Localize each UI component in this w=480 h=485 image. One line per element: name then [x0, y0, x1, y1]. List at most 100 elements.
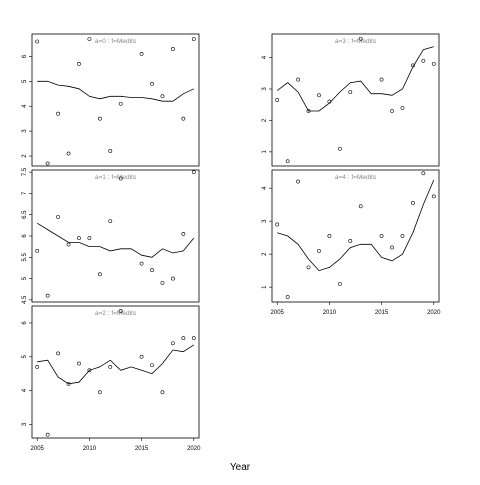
data-point: [421, 58, 426, 63]
data-point: [191, 336, 196, 341]
panel-1: 4.5 5 5.5 6 6.5 7 7.5 a=1 : f=Medits: [22, 167, 200, 304]
fit-line: [36, 222, 195, 258]
data-point: [411, 201, 415, 205]
panel-title: a=1 : f=Medits: [95, 174, 137, 181]
data-point: [171, 341, 175, 346]
y-tick-label: 4: [262, 186, 268, 190]
data-point: [97, 390, 102, 395]
data-point: [77, 236, 81, 241]
data-point: [56, 351, 60, 356]
data-point: [191, 170, 196, 175]
y-tick-label: 2: [22, 154, 28, 158]
data-point: [108, 365, 113, 369]
panel-title: a=4 : f=Medits: [335, 174, 377, 181]
data-point: [139, 52, 144, 56]
y-tick-label: 6: [22, 54, 28, 58]
y-tick-label: 5.5: [22, 252, 28, 261]
data-point: [411, 63, 415, 68]
data-point: [139, 261, 144, 266]
x-tick-label: 2015: [135, 446, 149, 452]
y-tick-label: 6: [22, 321, 28, 325]
x-tick-label: 2010: [83, 446, 97, 452]
data-point: [390, 109, 394, 113]
data-point: [97, 116, 102, 121]
x-tick-label: 2005: [31, 446, 45, 452]
data-point: [337, 281, 342, 286]
data-point: [160, 280, 165, 285]
panel-frame: [31, 33, 200, 167]
panel-0: 2 3 4 5 6 a=0 : f=Medits: [22, 33, 200, 167]
data-point: [150, 363, 154, 368]
y-tick-label: 5: [22, 354, 28, 358]
data-point: [35, 249, 40, 253]
y-tick-label: 3: [22, 422, 28, 426]
fit-line: [276, 46, 434, 112]
data-point: [118, 309, 123, 313]
data-point: [431, 61, 436, 66]
panel-frame: [31, 305, 200, 439]
x-axis-label: Year: [230, 462, 251, 473]
data-point: [296, 77, 300, 82]
data-point: [66, 242, 71, 247]
y-tick-label: 7: [22, 191, 28, 195]
data-point: [35, 365, 40, 369]
data-point: [87, 236, 92, 241]
data-point: [56, 214, 60, 219]
panel-frame: [31, 169, 200, 303]
y-tick-label: 4: [22, 388, 28, 392]
y-tick-label: 1: [262, 285, 268, 289]
data-point: [87, 37, 92, 41]
data-point: [181, 336, 186, 341]
data-point: [45, 161, 50, 166]
data-point: [150, 268, 154, 272]
data-point: [421, 171, 426, 176]
panel-4: 1 2 3 4 2005 2010 2015 2020 a=4 : f=Medits: [262, 169, 441, 316]
data-point: [45, 293, 50, 298]
data-point: [118, 176, 123, 181]
data-point: [400, 105, 405, 110]
panel-frame: [271, 33, 440, 167]
data-point: [171, 47, 175, 51]
y-tick-label: 4.5: [22, 295, 28, 304]
y-tick-label: 2: [262, 252, 268, 256]
fit-line: [277, 179, 435, 272]
data-point: [275, 222, 280, 227]
data-point: [191, 37, 196, 41]
data-point: [108, 149, 113, 153]
y-tick-label: 7.5: [22, 167, 28, 176]
data-point: [379, 77, 384, 82]
data-point: [45, 432, 50, 437]
data-point: [77, 361, 81, 366]
data-point: [77, 61, 81, 66]
y-tick-label: 1: [262, 150, 268, 154]
data-point: [431, 194, 436, 199]
x-tick-label: 2020: [427, 310, 441, 316]
y-tick-label: 3: [262, 219, 268, 223]
data-point: [35, 39, 40, 44]
data-point: [97, 272, 102, 277]
y-tick-label: 3: [262, 87, 268, 91]
y-tick-label: 6: [22, 234, 28, 238]
y-tick-label: 5: [22, 276, 28, 280]
x-tick-label: 2010: [323, 310, 337, 316]
x-tick-label: 2020: [187, 446, 201, 452]
data-point: [275, 98, 280, 102]
panel-frame: [271, 169, 440, 303]
data-point: [150, 81, 154, 86]
data-point: [171, 276, 175, 281]
data-point: [379, 234, 384, 238]
data-point: [56, 111, 60, 116]
panel-3: 1 2 3 4 a=3 : f=Medits: [262, 33, 440, 167]
y-tick-label: 4: [22, 104, 28, 108]
data-point: [400, 234, 405, 238]
data-point: [317, 248, 321, 253]
y-tick-label: 6.5: [22, 210, 28, 219]
data-point: [317, 93, 321, 98]
data-point: [181, 116, 186, 121]
data-point: [66, 151, 71, 156]
x-tick-label: 2005: [271, 310, 285, 316]
panel-title: a=2 : f=Medits: [95, 310, 137, 317]
data-point: [306, 109, 311, 113]
y-tick-label: 2: [262, 118, 268, 122]
